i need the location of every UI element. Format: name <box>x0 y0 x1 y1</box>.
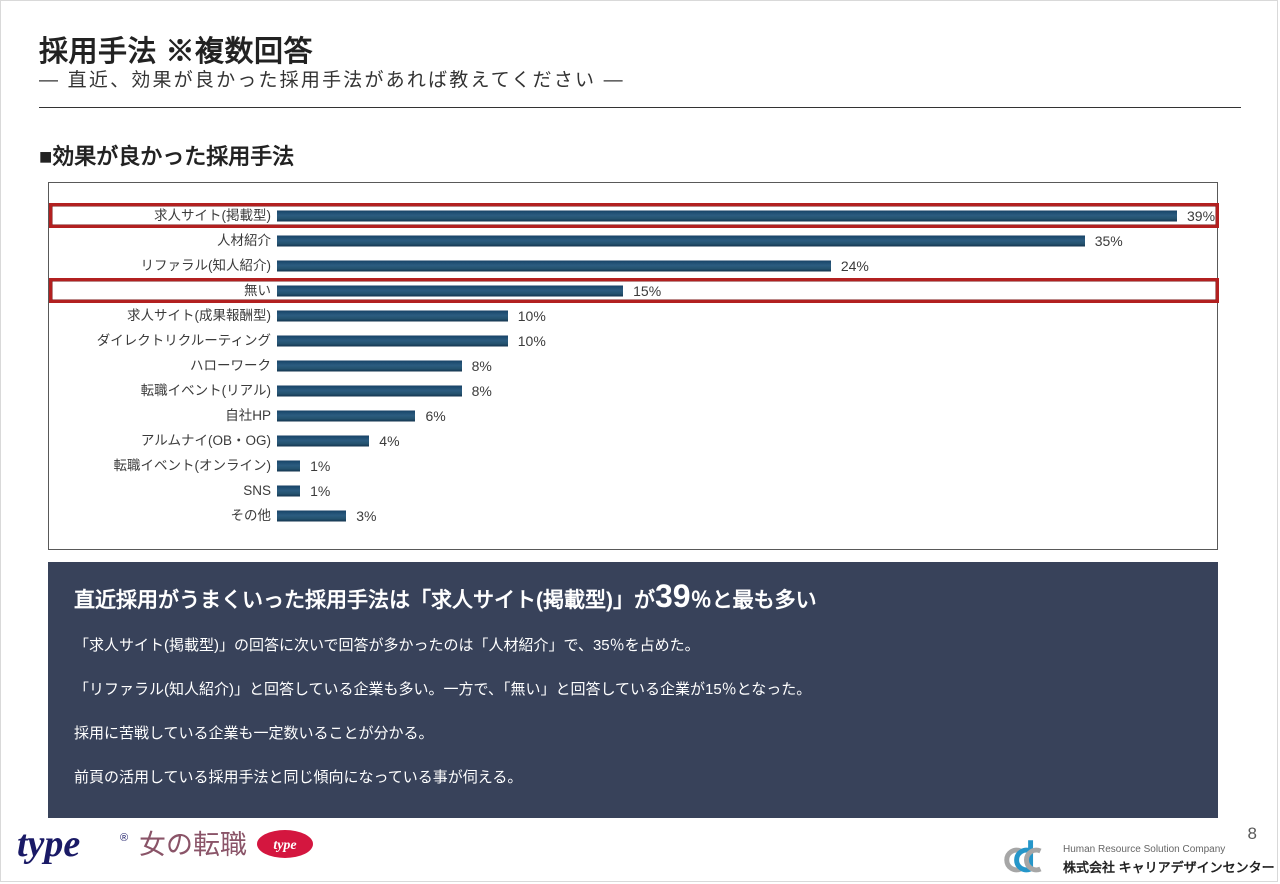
svg-text:女の転職: 女の転職 <box>139 830 247 860</box>
svg-text:type: type <box>273 838 296 853</box>
svg-text:®: ® <box>120 832 128 844</box>
svg-text:type: type <box>17 823 80 865</box>
